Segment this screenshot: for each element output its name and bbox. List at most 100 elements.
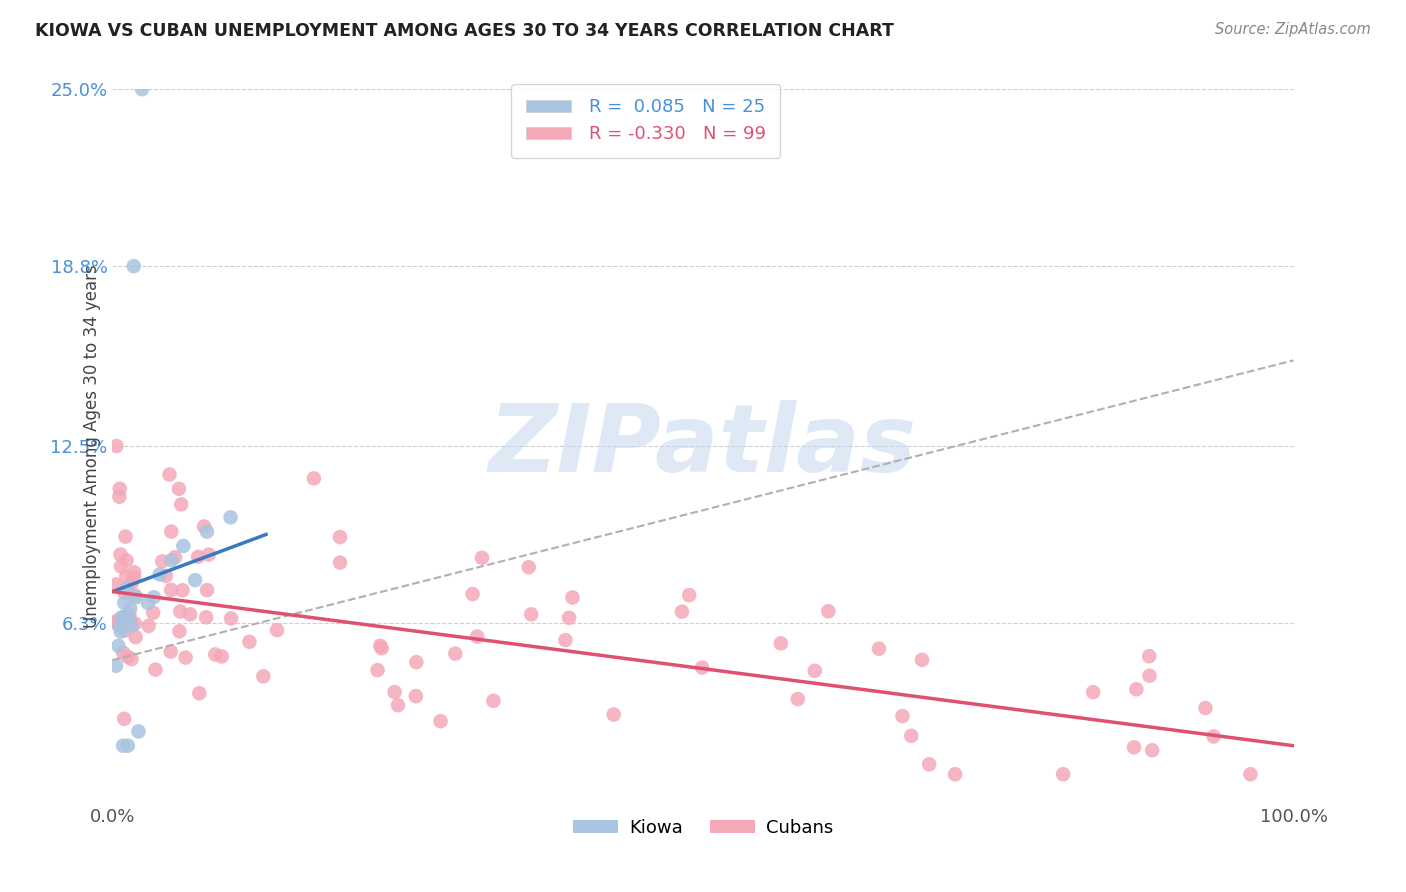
Point (1194, 701, 1216, 715)
Point (145, 663, 167, 677)
Point (110, 548, 132, 562)
Point (211, 649, 233, 664)
Point (195, 583, 218, 598)
Point (465, 630, 488, 644)
Legend: Kiowa, Cubans: Kiowa, Cubans (565, 812, 841, 844)
Point (444, 647, 467, 661)
Point (193, 519, 215, 533)
Point (690, 660, 713, 674)
Point (179, 607, 201, 622)
Point (104, 615, 127, 630)
Point (131, 82, 153, 96)
Point (1137, 649, 1160, 664)
Point (122, 570, 145, 584)
Point (1139, 669, 1161, 683)
Point (384, 685, 406, 699)
Point (302, 471, 325, 485)
Point (1052, 767, 1074, 781)
Point (169, 605, 191, 619)
Point (155, 569, 177, 583)
Point (405, 655, 427, 669)
Point (671, 605, 693, 619)
Point (678, 588, 700, 602)
Point (172, 583, 194, 598)
Point (159, 467, 181, 482)
Point (197, 548, 219, 562)
Point (1123, 740, 1146, 755)
Point (105, 577, 128, 591)
Point (169, 624, 191, 639)
Point (804, 664, 827, 678)
Point (769, 636, 792, 650)
Point (115, 582, 138, 596)
Point (124, 588, 146, 602)
Point (114, 530, 136, 544)
Point (112, 712, 135, 726)
Point (160, 524, 183, 539)
Point (329, 530, 352, 544)
Point (110, 559, 132, 574)
Point (127, 724, 149, 739)
Point (370, 641, 392, 656)
Point (117, 649, 139, 664)
Text: Source: ZipAtlas.com: Source: ZipAtlas.com (1215, 22, 1371, 37)
Point (112, 739, 135, 753)
Point (136, 596, 159, 610)
Point (138, 619, 160, 633)
Point (187, 549, 209, 564)
Point (105, 614, 128, 628)
Point (160, 582, 183, 597)
Point (117, 739, 139, 753)
Point (817, 604, 839, 618)
Point (174, 650, 197, 665)
Point (142, 591, 165, 605)
Point (195, 610, 218, 624)
Point (786, 692, 808, 706)
Point (121, 575, 143, 590)
Point (105, 658, 128, 673)
Point (172, 539, 194, 553)
Point (1239, 767, 1261, 781)
Point (120, 619, 142, 633)
Point (387, 698, 409, 713)
Point (105, 439, 128, 453)
Point (367, 663, 389, 677)
Point (204, 648, 226, 662)
Point (114, 585, 136, 599)
Point (461, 587, 484, 601)
Point (219, 510, 242, 524)
Point (108, 490, 131, 504)
Point (405, 689, 427, 703)
Point (112, 610, 135, 624)
Point (558, 611, 581, 625)
Point (150, 554, 173, 568)
Y-axis label: Unemployment Among Ages 30 to 34 years: Unemployment Among Ages 30 to 34 years (83, 264, 101, 628)
Point (329, 556, 352, 570)
Point (602, 707, 624, 722)
Point (120, 601, 142, 615)
Point (1081, 685, 1104, 699)
Point (868, 641, 890, 656)
Point (118, 607, 141, 622)
Point (1202, 730, 1225, 744)
Point (891, 709, 914, 723)
Point (368, 639, 391, 653)
Point (900, 729, 922, 743)
Point (108, 619, 131, 633)
Point (124, 616, 146, 631)
Point (115, 553, 138, 567)
Point (120, 613, 142, 627)
Point (125, 591, 148, 605)
Point (108, 482, 131, 496)
Point (918, 757, 941, 772)
Point (110, 624, 132, 639)
Point (184, 573, 207, 587)
Text: ZIPatlas: ZIPatlas (489, 400, 917, 492)
Point (118, 610, 141, 624)
Point (520, 607, 543, 622)
Point (195, 524, 218, 539)
Point (165, 550, 187, 565)
Point (160, 553, 183, 567)
Text: KIOWA VS CUBAN UNEMPLOYMENT AMONG AGES 30 TO 34 YEARS CORRELATION CHART: KIOWA VS CUBAN UNEMPLOYMENT AMONG AGES 3… (35, 22, 894, 40)
Point (238, 635, 260, 649)
